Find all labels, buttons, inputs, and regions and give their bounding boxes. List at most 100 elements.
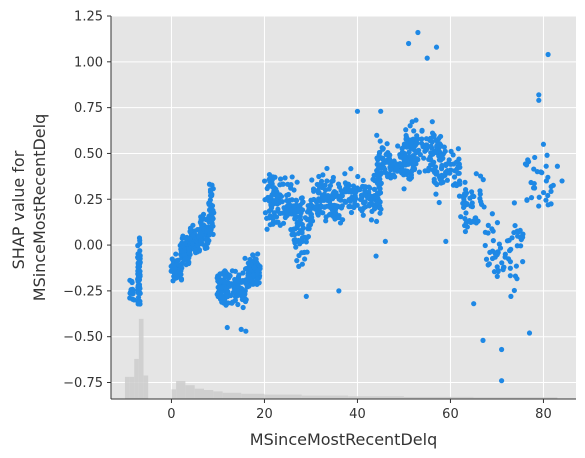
data-point [346, 203, 352, 209]
data-point [368, 217, 375, 223]
data-point [548, 188, 554, 194]
data-point [322, 195, 329, 201]
data-point [507, 259, 513, 265]
data-point [255, 268, 261, 274]
histogram-bar [124, 376, 130, 399]
data-point [217, 278, 223, 285]
data-point [280, 181, 286, 187]
data-point [458, 214, 464, 220]
data-point [437, 153, 444, 159]
data-point [182, 235, 188, 241]
data-point [470, 193, 476, 199]
data-point [439, 162, 445, 169]
data-point [266, 171, 273, 178]
data-point [336, 288, 342, 294]
data-point [416, 169, 422, 175]
data-point [415, 136, 421, 142]
data-point [455, 146, 461, 152]
x-tick-label: 60 [442, 407, 459, 422]
data-point [373, 253, 379, 259]
data-point [548, 184, 554, 190]
data-point [291, 187, 297, 193]
data-point [297, 241, 303, 247]
data-point [303, 293, 309, 299]
data-point [135, 294, 142, 301]
data-point [264, 226, 270, 232]
data-point [243, 297, 249, 303]
data-point [543, 197, 549, 203]
data-point [173, 251, 179, 257]
data-point [215, 284, 221, 290]
data-point [137, 248, 143, 254]
data-point [473, 171, 479, 177]
data-point [377, 138, 383, 144]
data-point [245, 270, 251, 276]
histogram-bar [204, 390, 214, 399]
data-point [451, 174, 458, 180]
data-point [468, 189, 475, 195]
data-point [404, 168, 410, 174]
data-point [176, 269, 183, 275]
data-point [309, 218, 316, 224]
data-point [247, 261, 254, 267]
data-point [388, 167, 394, 173]
data-point [500, 267, 506, 273]
data-point [210, 216, 216, 222]
data-point [554, 163, 561, 169]
data-point [297, 217, 304, 223]
data-point [239, 286, 246, 293]
data-point [336, 194, 342, 200]
data-point [302, 256, 308, 262]
data-point [226, 280, 232, 287]
data-point [137, 240, 143, 247]
data-point [508, 293, 514, 299]
data-point [513, 263, 519, 269]
data-point [444, 177, 450, 183]
data-point [333, 190, 339, 196]
data-point [429, 161, 435, 168]
data-point [536, 97, 542, 103]
data-point [422, 168, 428, 174]
data-point [487, 249, 493, 255]
data-point [440, 179, 446, 185]
data-point [360, 212, 366, 218]
data-point [136, 270, 142, 276]
data-point [261, 178, 268, 184]
histogram-bar [134, 358, 139, 399]
data-point [406, 40, 412, 47]
data-point [376, 149, 383, 156]
data-point [128, 287, 134, 293]
data-point [517, 227, 523, 234]
data-point [470, 219, 476, 225]
data-point [297, 202, 303, 208]
data-point [532, 154, 538, 161]
data-point [536, 194, 542, 200]
data-point [253, 256, 259, 262]
data-point [231, 281, 237, 287]
data-point [170, 262, 176, 268]
data-point [383, 170, 390, 176]
data-point [559, 178, 565, 184]
data-point [379, 145, 385, 151]
data-point [264, 215, 270, 221]
data-point [137, 285, 143, 292]
data-point [366, 201, 373, 207]
y-axis-label: SHAP value for MSinceMostRecentDelq [9, 114, 49, 301]
data-point [280, 210, 286, 216]
data-point [302, 215, 308, 221]
data-point [240, 304, 246, 311]
data-point [326, 186, 332, 192]
x-axis-label: MSinceMostRecentDelq [250, 430, 437, 449]
data-point [499, 346, 505, 353]
data-point [207, 201, 213, 207]
data-point [375, 190, 381, 196]
data-point [499, 378, 505, 384]
data-point [377, 210, 383, 216]
data-point [187, 228, 193, 235]
data-point [275, 206, 281, 212]
data-point [413, 117, 419, 123]
data-point [127, 295, 133, 301]
data-point [490, 238, 496, 244]
data-point [292, 216, 298, 222]
data-point [395, 143, 401, 149]
